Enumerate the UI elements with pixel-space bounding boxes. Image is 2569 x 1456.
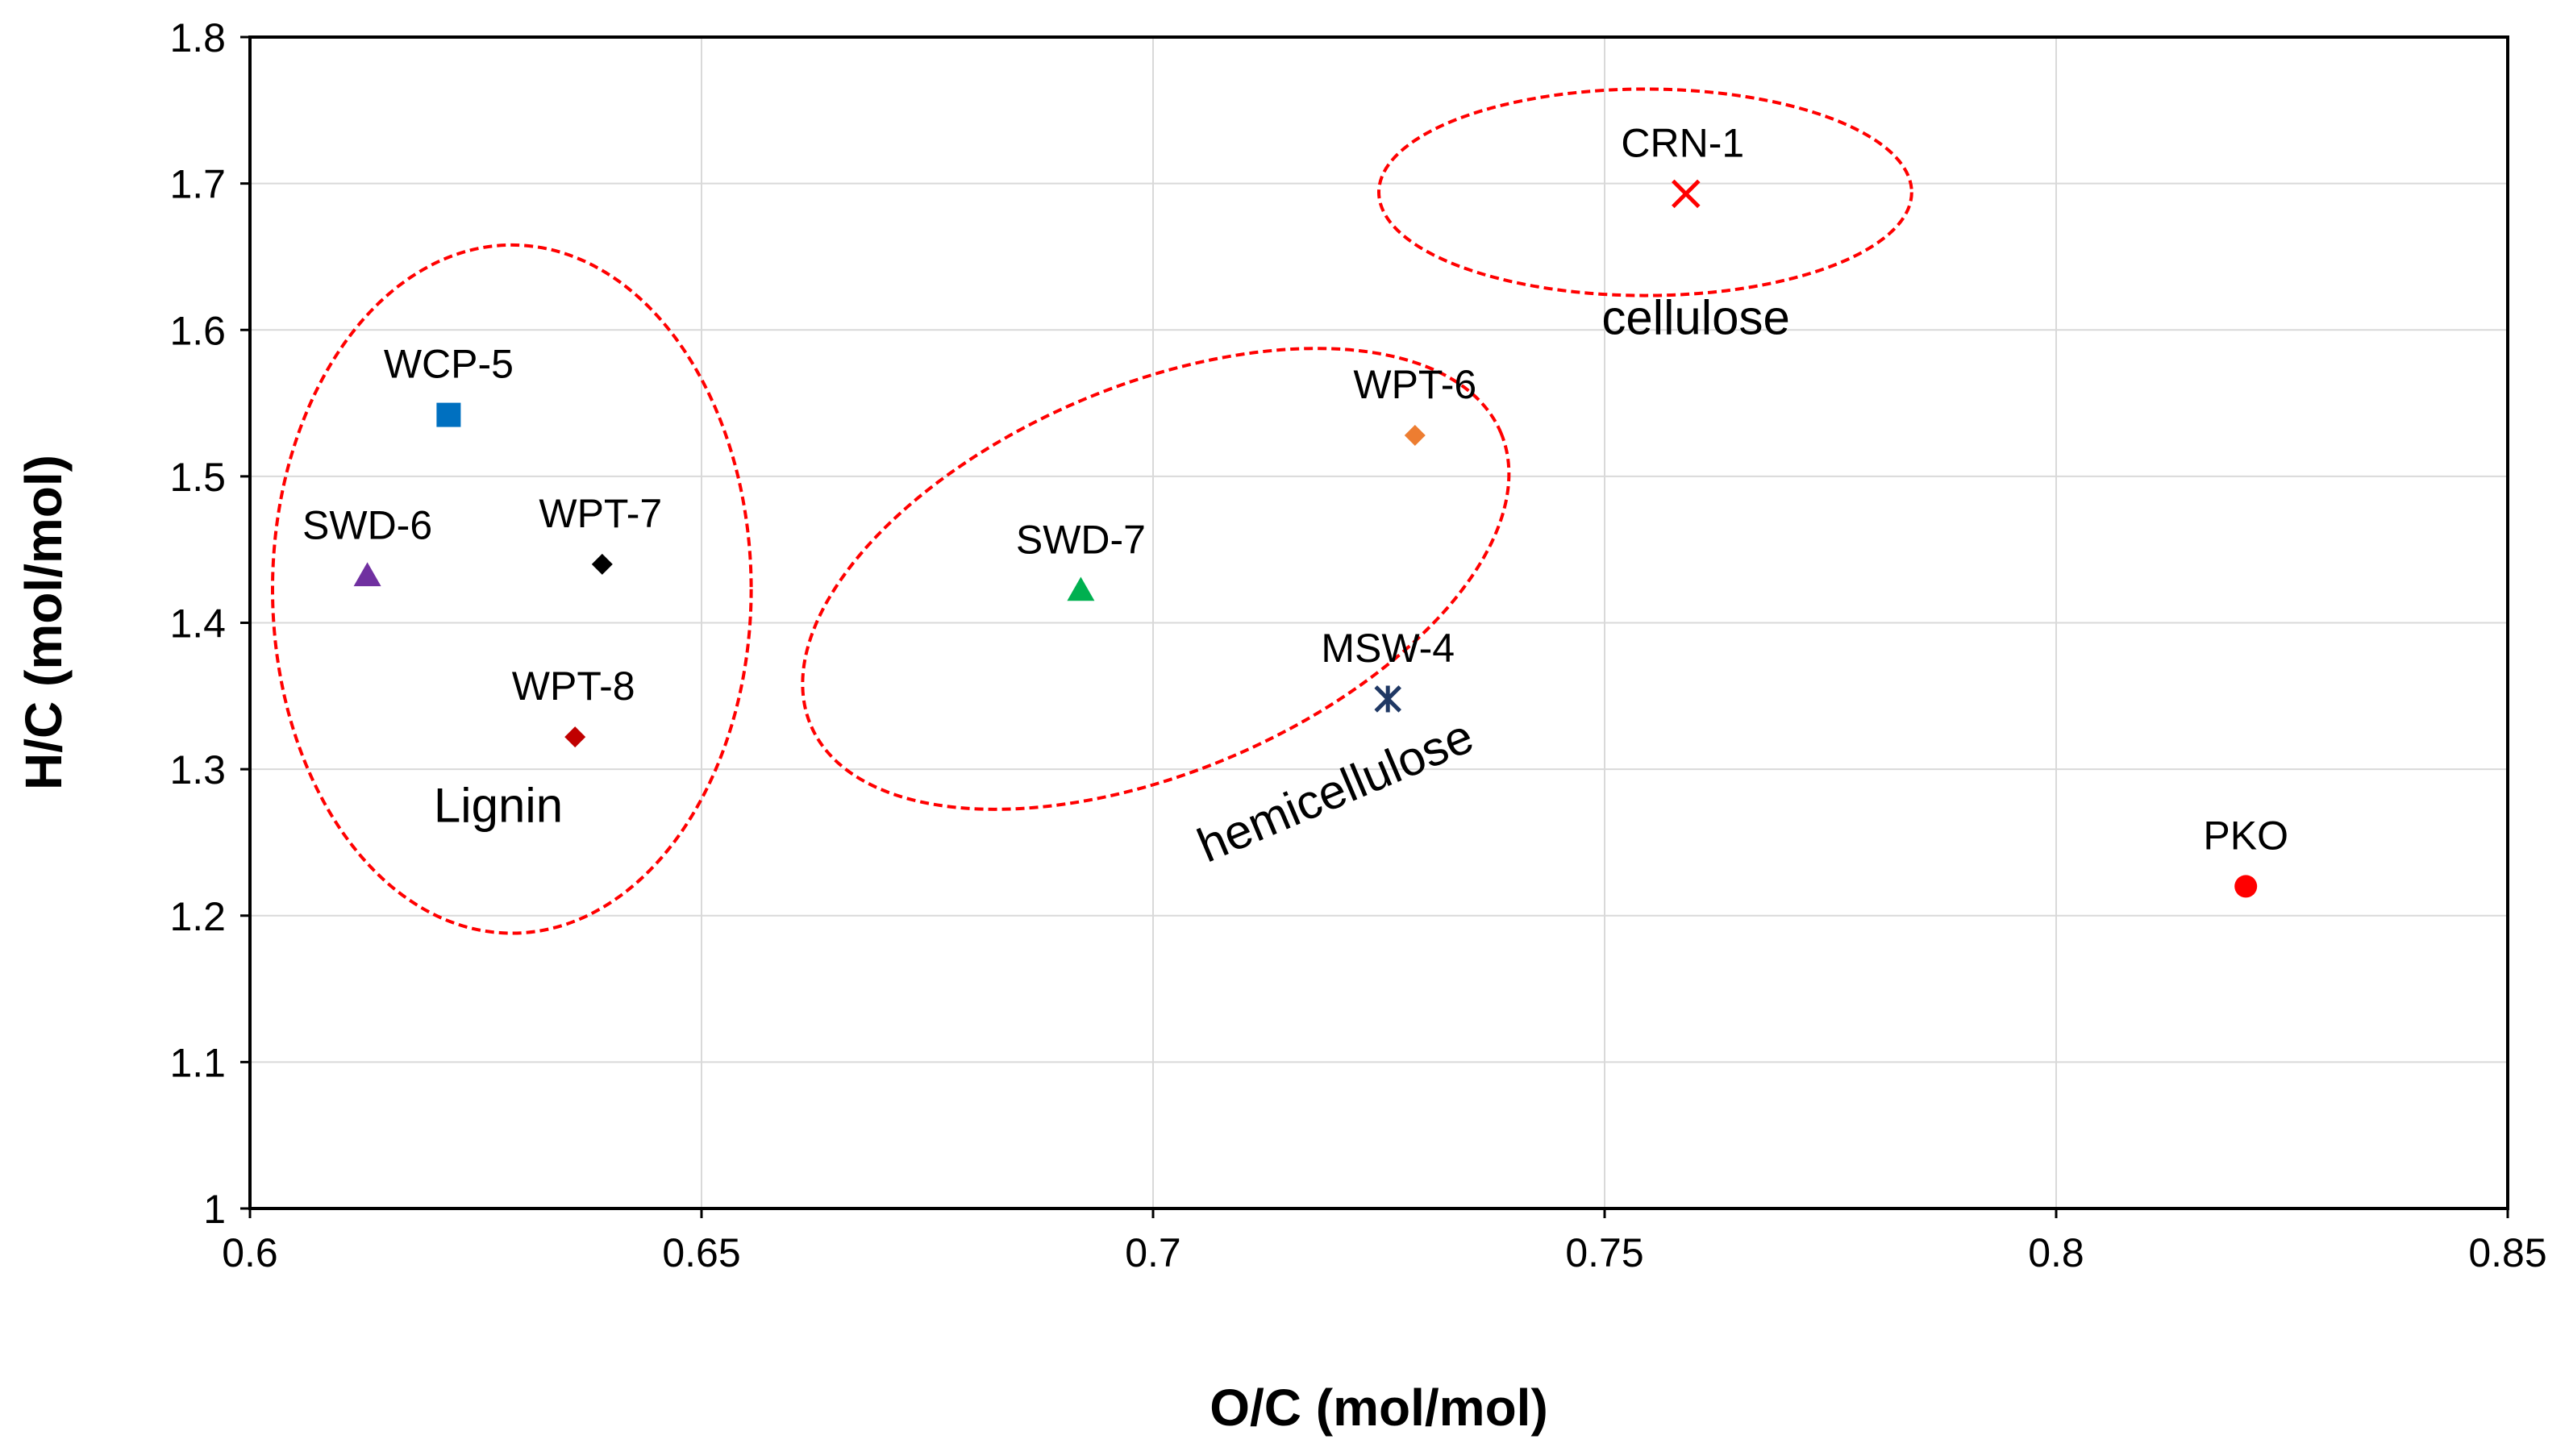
region-cellulose-ellipse [1377, 87, 1913, 297]
y-tick-label: 1.2 [169, 894, 226, 939]
region-hemicellulose-label: hemicellulose [1190, 709, 1481, 873]
point-swd-7-marker [1067, 576, 1095, 601]
region-cellulose-label: cellulose [1601, 291, 1789, 345]
point-wpt-8-label: WPT-8 [512, 664, 635, 709]
gridlines [250, 37, 2508, 1208]
y-axis-title: H/C (mol/mol) [15, 455, 73, 790]
point-wcp-5-marker [436, 402, 461, 427]
point-wpt-7-label: WPT-7 [539, 491, 662, 536]
x-tick-label: 0.8 [2028, 1230, 2084, 1275]
region-lignin-label: Lignin [434, 779, 563, 833]
y-tick-label: 1.8 [169, 15, 226, 60]
point-msw-4-label: MSW-4 [1321, 626, 1455, 671]
x-tick-label: 0.65 [662, 1230, 740, 1275]
point-wcp-5-label: WCP-5 [384, 342, 514, 387]
x-axis-title: O/C (mol/mol) [1210, 1379, 1548, 1437]
x-tick-label: 0.6 [222, 1230, 278, 1275]
y-tick-label: 1.1 [169, 1040, 226, 1085]
region-labels: Lignin hemicellulose cellulose [434, 291, 1790, 873]
y-tick-label: 1.7 [169, 162, 226, 207]
y-tick-label: 1.3 [169, 747, 226, 792]
point-labels: WCP-5 SWD-6 WPT-7 WPT-8 SWD-7 WPT-6 MSW-4 CRN-1… [302, 120, 2288, 858]
data-points [353, 179, 2258, 898]
x-tick-label: 0.7 [1125, 1230, 1181, 1275]
point-wpt-8-marker [564, 726, 586, 748]
point-wpt-6-marker [1404, 425, 1426, 447]
point-pko-marker [2234, 875, 2258, 898]
point-crn-1-marker [1672, 179, 1701, 209]
x-tick-label: 0.85 [2468, 1230, 2546, 1275]
region-ellipses [271, 87, 1913, 935]
y-tick-label: 1.6 [169, 308, 226, 353]
y-tick-label: 1.5 [169, 455, 226, 500]
region-lignin-ellipse [271, 243, 753, 935]
region-hemicellulose-ellipse [801, 347, 1511, 811]
point-swd-6-marker [353, 562, 381, 587]
point-crn-1-label: CRN-1 [1621, 120, 1744, 165]
point-swd-7-label: SWD-7 [1016, 518, 1146, 563]
axis-ticks: 0.6 0.65 0.7 0.75 0.8 0.85 1 1.1 1.2 1.3 1.4 1.5 1.6… [169, 15, 2546, 1275]
point-swd-6-label: SWD-6 [302, 502, 432, 547]
y-tick-label: 1.4 [169, 601, 226, 647]
point-msw-4-marker [1374, 685, 1401, 713]
point-wpt-6-label: WPT-6 [1353, 362, 1476, 407]
y-tick-label: 1 [203, 1187, 226, 1232]
point-wpt-7-marker [591, 553, 613, 575]
point-pko-label: PKO [2203, 813, 2288, 858]
x-tick-label: 0.75 [1565, 1230, 1643, 1275]
